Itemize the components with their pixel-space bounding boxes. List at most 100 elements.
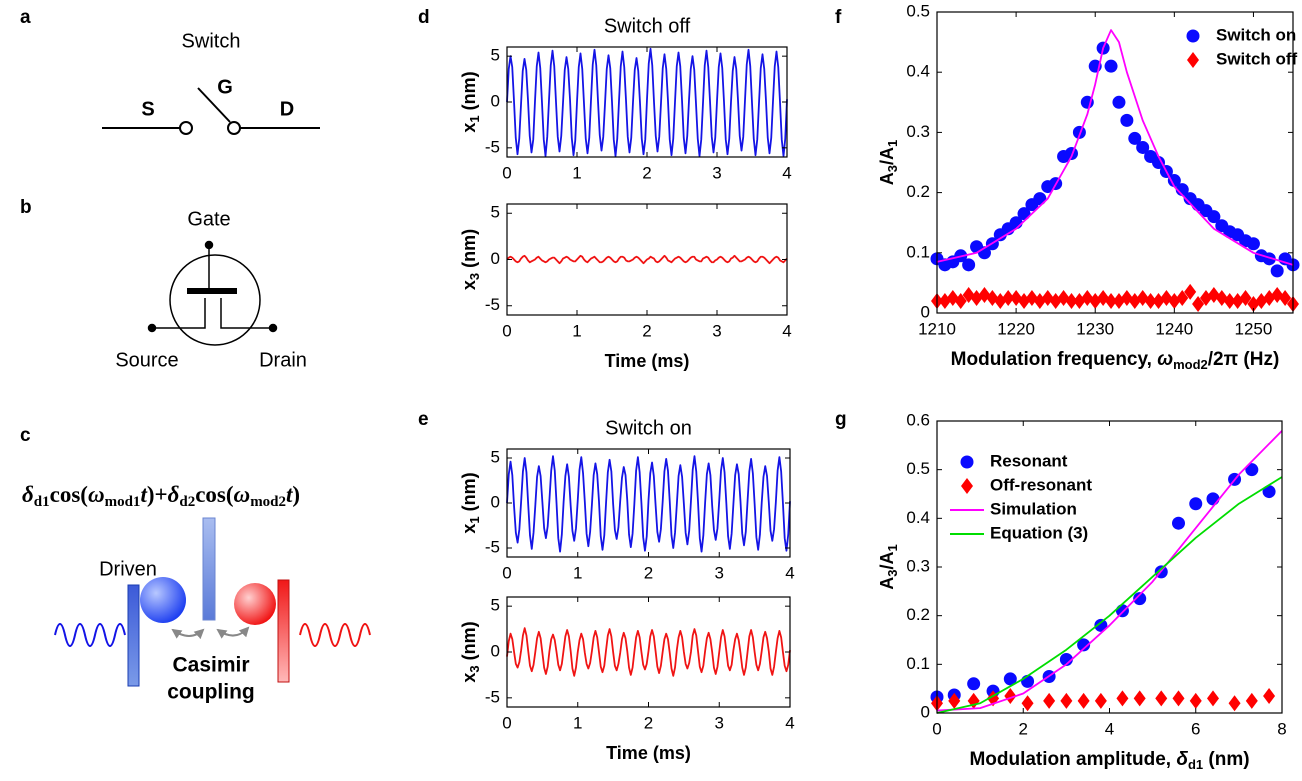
x-tick-label: 3 <box>712 321 721 340</box>
data-point <box>1021 695 1034 712</box>
x-tick-label: 1210 <box>918 319 956 338</box>
x-axis-label: Time (ms) <box>605 351 690 371</box>
data-point <box>962 258 976 272</box>
y-tick-label: 0.1 <box>906 654 930 673</box>
y-tick-label: 0 <box>491 249 500 268</box>
chart-title: Switch on <box>605 417 692 439</box>
x-tick-label: 3 <box>712 163 721 182</box>
data-point <box>1115 604 1129 618</box>
x-tick-label: 8 <box>1277 719 1286 738</box>
y-tick-label: 0.4 <box>906 508 930 527</box>
y-tick-label: 0 <box>491 641 500 660</box>
data-line <box>506 455 791 553</box>
x-tick-label: 1240 <box>1155 319 1193 338</box>
y-tick-label: 0.5 <box>906 459 930 478</box>
y-tick-label: 0.1 <box>906 242 930 261</box>
x-tick-label: 3 <box>715 713 724 732</box>
data-point <box>1270 264 1284 278</box>
data-point <box>1033 192 1047 206</box>
data-line <box>506 254 788 265</box>
y-tick-label: -5 <box>485 295 500 314</box>
panel-label: e <box>418 409 429 430</box>
driven-label: Driven <box>99 558 157 580</box>
x-tick-label: 1 <box>572 163 581 182</box>
data-point <box>1207 690 1219 707</box>
y-tick-label: 0.3 <box>906 556 930 575</box>
data-point <box>1176 289 1189 306</box>
y-tick-label: 5 <box>491 203 500 222</box>
data-point <box>1004 687 1017 704</box>
coupling-label: Casimir <box>172 654 249 677</box>
chart-title: Switch off <box>604 15 691 37</box>
data-point <box>1105 292 1118 309</box>
panel-label: c <box>20 425 31 446</box>
x-tick-label: 1250 <box>1235 319 1273 338</box>
x-tick-label: 2 <box>642 163 651 182</box>
y-axis-label: x1 (nm) <box>459 71 483 132</box>
data-point <box>1223 292 1236 309</box>
y-axis-label: x3 (nm) <box>459 621 483 682</box>
x-tick-label: 0 <box>502 713 511 732</box>
data-line <box>506 627 791 677</box>
x-tick-label: 3 <box>715 563 724 582</box>
switch-title: Switch <box>182 30 241 52</box>
switch-diagram <box>102 87 320 135</box>
legend-label: Resonant <box>990 451 1068 470</box>
data-point <box>1246 237 1260 251</box>
data-line <box>936 29 1294 266</box>
data-line <box>936 430 1283 712</box>
data-point <box>1207 210 1221 224</box>
x-tick-label: 6 <box>1191 719 1200 738</box>
y-tick-label: 5 <box>491 447 500 466</box>
data-point <box>1228 695 1241 712</box>
axes-frame <box>936 420 1283 714</box>
x-axis-label: Modulation frequency, ωmod2/2π (Hz) <box>951 349 1280 372</box>
x-tick-label: 2 <box>644 713 653 732</box>
data-point <box>1133 592 1147 606</box>
legend-label: Switch off <box>1216 49 1298 68</box>
data-point <box>1189 692 1202 709</box>
data-point <box>1167 174 1181 188</box>
data-point <box>1192 295 1205 312</box>
data-point <box>1184 283 1197 300</box>
data-point <box>1002 289 1015 306</box>
x-tick-label: 1 <box>572 321 581 340</box>
data-point <box>1060 692 1073 709</box>
data-point <box>1279 289 1292 306</box>
x-tick-label: 4 <box>1105 719 1114 738</box>
data-point <box>954 292 967 309</box>
legend-label: Equation (3) <box>990 523 1088 542</box>
y-tick-label: 0 <box>491 492 500 511</box>
data-line <box>936 476 1283 714</box>
data-point <box>948 692 961 709</box>
data-point <box>1043 692 1056 709</box>
x-tick-label: 2 <box>644 563 653 582</box>
x-tick-label: 4 <box>785 713 794 732</box>
y-tick-label: 0.4 <box>906 62 930 81</box>
data-point <box>1116 690 1129 707</box>
axes-frame <box>936 11 1294 314</box>
transistor-diagram <box>147 240 278 346</box>
panel-label: a <box>20 7 31 28</box>
y-tick-label: 0 <box>491 91 500 110</box>
transistor-drain: Drain <box>259 349 307 371</box>
y-tick-label: 0 <box>921 302 930 321</box>
panel-label: d <box>418 7 430 28</box>
data-line <box>506 47 788 157</box>
x-tick-label: 1220 <box>997 319 1035 338</box>
y-axis-label: A3/A1 <box>877 140 901 185</box>
switch-gate: G <box>217 76 233 98</box>
drive-formula: δd1cos(ωmod1t)+δd2cos(ωmod2t) <box>22 482 300 510</box>
y-tick-label: 0.5 <box>906 1 930 20</box>
data-point <box>1172 690 1185 707</box>
data-point <box>1263 687 1276 704</box>
y-tick-label: -5 <box>485 137 500 156</box>
data-point <box>967 677 981 691</box>
y-tick-label: 5 <box>491 596 500 615</box>
data-point <box>1077 638 1091 652</box>
y-tick-label: -5 <box>485 687 500 706</box>
x-tick-label: 1 <box>573 563 582 582</box>
data-point <box>1262 252 1276 266</box>
data-point <box>1262 485 1276 499</box>
x-tick-label: 4 <box>785 563 794 582</box>
